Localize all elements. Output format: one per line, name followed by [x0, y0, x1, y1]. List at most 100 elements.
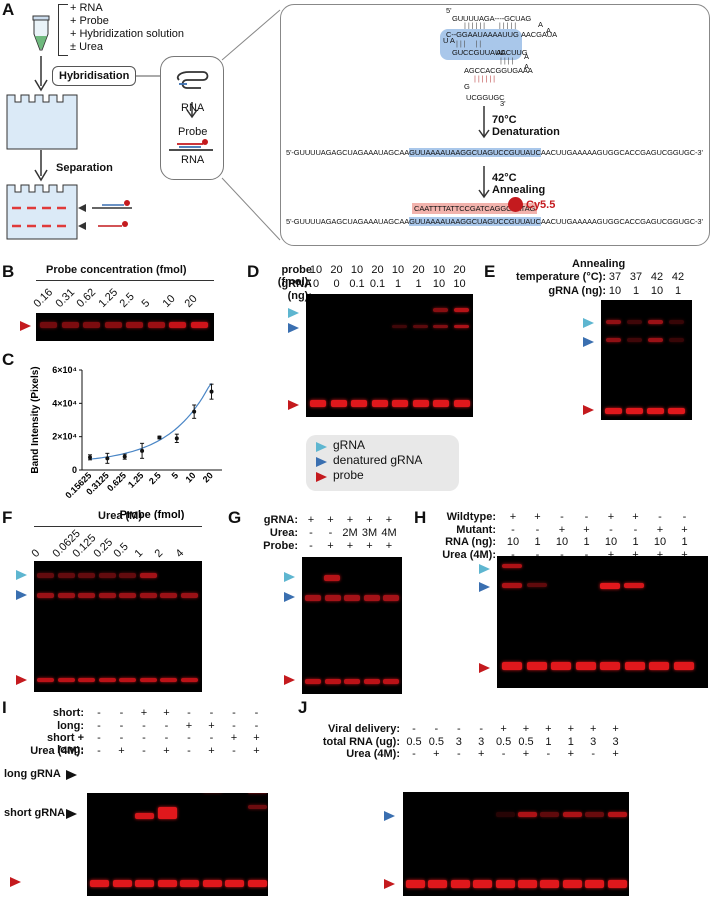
row-label: Mutant: — [456, 523, 496, 536]
panel-i-gel — [87, 793, 268, 896]
lane-mark: - — [560, 511, 564, 523]
lane-mark: 10 — [650, 285, 664, 297]
probe-band — [40, 322, 57, 328]
probe-band — [605, 408, 622, 414]
probe-band — [190, 322, 208, 328]
lane-mark: + — [534, 511, 541, 523]
lane-mark: 3M — [361, 527, 378, 539]
lane-mark: 10 — [432, 264, 446, 276]
denatured-band — [392, 325, 407, 328]
y-tick-label: 0 — [72, 465, 77, 475]
panel-b-lane-label: 2.5 — [117, 290, 137, 310]
gRNA-band — [627, 320, 642, 324]
denatured-band — [57, 593, 75, 598]
panel-b-gel — [36, 313, 214, 341]
reagent-2: + Probe — [70, 15, 109, 27]
lane-mark: - — [511, 548, 515, 561]
lane-mark: 10 — [604, 536, 618, 548]
probe-band — [450, 880, 470, 888]
x-tick-label: 5 — [170, 470, 181, 481]
probe-band — [363, 679, 380, 684]
lane-mark: + — [509, 511, 517, 523]
probe-band — [169, 322, 186, 328]
fit-curve — [89, 382, 212, 460]
lane-mark: + — [385, 540, 393, 552]
panel-f-gel — [34, 561, 202, 692]
probe-band — [324, 679, 341, 684]
row-label: RNA (ng): — [445, 536, 496, 548]
data-point — [174, 436, 179, 441]
lane-mark: + — [583, 523, 590, 536]
lane-mark: - — [97, 707, 101, 719]
denatured-marker-f — [16, 590, 27, 600]
gRNA-band — [37, 573, 54, 578]
probe-sequence: CAATTTTATTCCGATCAGGCAATAG — [412, 203, 538, 214]
probe-band — [135, 880, 154, 887]
lane-mark: + — [118, 744, 125, 757]
lane-mark: 37 — [608, 271, 622, 283]
probe-band — [247, 880, 267, 887]
lane-mark: 1 — [632, 536, 639, 548]
lane-mark: + — [522, 748, 530, 760]
row-label: Probe: — [263, 540, 298, 552]
x-axis-title: Probe (fmol) — [120, 509, 185, 520]
lane-mark: - — [535, 548, 540, 561]
lane-mark: 1 — [681, 536, 688, 548]
probe-band — [649, 662, 669, 670]
denatured-band — [78, 593, 95, 598]
hairpin-pairs-2: | | | | | — [456, 39, 482, 48]
panel-h-letter: H — [414, 508, 427, 527]
seq-suffix: AACUUGAAAAAGUGGCACCGAGUCGGUGC-3' — [540, 148, 703, 157]
panel-f-lane-label: 4 — [173, 547, 186, 560]
short-gRNA-label: short gRNA — [4, 807, 66, 819]
probe-band — [518, 880, 537, 888]
lane-mark: - — [584, 548, 589, 561]
probe-band — [428, 880, 448, 888]
long-gRNA-marker — [66, 770, 77, 780]
lane-mark: - — [254, 719, 259, 732]
seq-highlight-2: GUUAAAAUAAGGCUAGUCCGUUAUC — [409, 217, 541, 226]
gRNA-band — [453, 308, 469, 312]
lane-mark: 0.5 — [428, 735, 445, 748]
panel-c-letter: C — [2, 350, 15, 369]
lane-mark: + — [567, 723, 575, 735]
probe-band — [502, 662, 522, 670]
hybridisation-box: Hybridisation — [52, 66, 137, 86]
denatured-band — [412, 325, 428, 328]
lane-mark: + — [632, 511, 639, 523]
denatured-band — [180, 593, 198, 598]
lane-mark: 0.5 — [495, 735, 512, 748]
panel-e-row2-label: gRNA (ng): — [548, 285, 606, 297]
denatured-band — [363, 595, 380, 601]
hairpin-line-3b: AACUUG — [496, 48, 528, 57]
lane-mark: 3 — [590, 735, 597, 748]
denatured-band — [627, 338, 642, 342]
panel-b-rule — [36, 280, 214, 281]
gRNA-band — [98, 573, 116, 578]
denatured-band — [119, 593, 136, 598]
panel-f-rule — [34, 526, 202, 527]
probe-band — [112, 880, 132, 887]
hybrid-schematic-icon — [169, 71, 213, 151]
denatured-band — [540, 812, 560, 817]
probe-marker-f — [16, 675, 27, 685]
lane-mark: + — [385, 514, 393, 526]
lane-mark: + — [253, 744, 260, 757]
reagent-4: ± Urea — [70, 41, 103, 53]
lane-mark: + — [656, 548, 664, 561]
probe-band — [180, 880, 199, 887]
probe-band — [600, 662, 620, 670]
probe-band — [562, 880, 582, 888]
probe-band — [78, 678, 95, 682]
probe-marker-d — [288, 400, 299, 410]
probe-band — [647, 408, 664, 414]
probe-band — [305, 679, 321, 684]
denatured-band — [139, 593, 157, 598]
hairpin-line-3c: A — [524, 52, 529, 61]
lane-mark: 3 — [478, 735, 485, 748]
lane-mark: + — [607, 511, 615, 523]
denatured-marker-e — [583, 337, 594, 347]
hairpin-5prime: 5' — [446, 6, 452, 15]
seq-prefix: 5'-GUUUUAGAGCUAGAAAUAGCAA — [286, 148, 410, 157]
row-label: Wildtype: — [446, 511, 496, 523]
